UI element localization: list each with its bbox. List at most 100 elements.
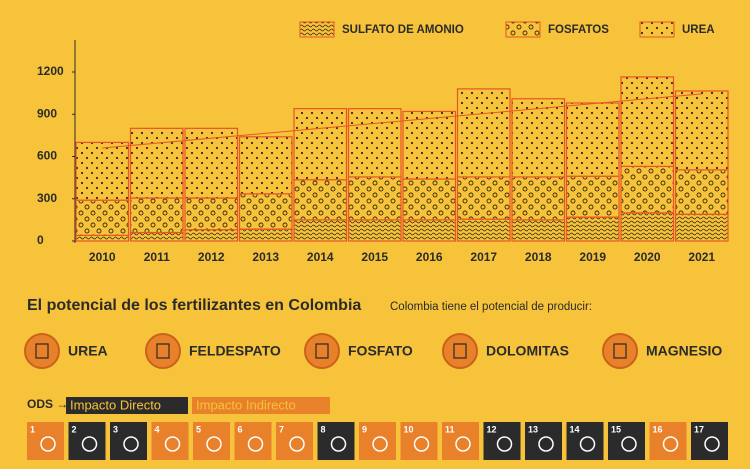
x-tick-label: 2010 bbox=[89, 250, 116, 264]
ods-goal bbox=[68, 422, 106, 460]
ods-number: 4 bbox=[155, 424, 160, 434]
ods-number: 3 bbox=[113, 424, 118, 434]
ods-glyph bbox=[123, 436, 139, 452]
bar-segment bbox=[184, 229, 239, 242]
ods-glyph bbox=[164, 436, 181, 452]
bar-segment bbox=[402, 110, 457, 180]
mineral-icon bbox=[24, 333, 60, 369]
x-tick-label: 2014 bbox=[307, 250, 334, 264]
x-tick-label: 2015 bbox=[361, 250, 388, 264]
legend-swatch bbox=[639, 21, 675, 38]
y-tick-label: 300 bbox=[37, 191, 57, 205]
ods-goal bbox=[193, 422, 230, 460]
bar-segment bbox=[184, 197, 239, 231]
ods-glyph bbox=[455, 436, 471, 452]
ods-goal bbox=[27, 422, 64, 460]
x-tick-label: 2020 bbox=[634, 250, 661, 264]
legend-label: SULFATO DE AMONIO bbox=[342, 24, 464, 36]
bar-segment bbox=[511, 176, 566, 221]
ods-glyph bbox=[579, 436, 596, 452]
bar-segment bbox=[620, 165, 675, 214]
ods-number: 9 bbox=[362, 424, 367, 434]
bar-segment bbox=[347, 219, 402, 242]
x-tick-label: 2021 bbox=[688, 250, 715, 264]
ods-goal bbox=[483, 422, 521, 460]
x-tick-label: 2018 bbox=[525, 250, 552, 264]
ods-glyph bbox=[81, 436, 98, 452]
section-title: El potencial de los fertilizantes en Col… bbox=[27, 297, 361, 314]
legend-label: UREA bbox=[682, 24, 715, 36]
mineral-glyph bbox=[453, 343, 467, 359]
bar-segment bbox=[75, 234, 130, 242]
bar-segment bbox=[456, 218, 511, 242]
ods-glyph bbox=[40, 436, 56, 452]
legend-swatch bbox=[505, 21, 541, 38]
bar-segment bbox=[511, 219, 566, 242]
ods-goal bbox=[276, 422, 313, 460]
mineral-label: UREA bbox=[68, 343, 108, 359]
bar-segment bbox=[75, 141, 130, 201]
mineral-label: FOSFATO bbox=[348, 343, 413, 359]
y-tick-label: 600 bbox=[37, 149, 57, 163]
direct-badge bbox=[66, 397, 188, 414]
bar-segment bbox=[620, 76, 675, 167]
ods-glyph bbox=[372, 436, 388, 452]
ods-goal bbox=[649, 422, 687, 460]
mineral-icon bbox=[145, 333, 181, 369]
bar-segment bbox=[347, 108, 402, 178]
mineral-glyph bbox=[156, 343, 170, 359]
mineral-glyph bbox=[613, 343, 627, 359]
bar-segment bbox=[511, 98, 566, 178]
ods-number: 5 bbox=[196, 424, 201, 434]
x-tick-label: 2019 bbox=[579, 250, 606, 264]
ods-number: 10 bbox=[404, 424, 414, 434]
bar-segment bbox=[129, 127, 184, 199]
bar-segment bbox=[238, 228, 293, 242]
bar-segment bbox=[293, 179, 348, 221]
ods-glyph bbox=[247, 436, 264, 452]
bar-segment bbox=[293, 219, 348, 242]
x-tick-label: 2017 bbox=[470, 250, 497, 264]
ods-number: 15 bbox=[611, 424, 621, 434]
ods-number: 13 bbox=[528, 424, 538, 434]
mineral-glyph bbox=[315, 343, 329, 359]
bar-segment bbox=[129, 231, 184, 242]
bar-segment bbox=[184, 127, 239, 199]
ods-number: 1 bbox=[30, 424, 35, 434]
bar-segment bbox=[674, 169, 729, 215]
ods-number: 7 bbox=[279, 424, 284, 434]
ods-number: 6 bbox=[238, 424, 243, 434]
y-tick-label: 1200 bbox=[37, 64, 64, 78]
ods-goal bbox=[525, 422, 562, 460]
ods-number: 14 bbox=[570, 424, 580, 434]
bar-segment bbox=[565, 175, 620, 218]
ods-number: 11 bbox=[445, 424, 455, 434]
mineral-icon bbox=[602, 333, 638, 369]
x-tick-label: 2016 bbox=[416, 250, 443, 264]
ods-glyph bbox=[704, 436, 720, 452]
ods-number: 16 bbox=[653, 424, 663, 434]
ods-goal bbox=[151, 422, 189, 460]
ods-goal bbox=[234, 422, 272, 460]
ods-number: 8 bbox=[321, 424, 326, 434]
direct-label: Impacto Directo bbox=[70, 397, 161, 412]
ods-glyph bbox=[496, 436, 513, 452]
indirect-badge bbox=[192, 397, 330, 414]
x-tick-label: 2011 bbox=[144, 250, 170, 264]
bar-segment bbox=[129, 197, 184, 234]
trend-line bbox=[102, 93, 702, 149]
bar-segment bbox=[620, 212, 675, 242]
legend-label: FOSFATOS bbox=[548, 24, 609, 36]
bar-segment bbox=[565, 102, 620, 177]
ods-number: 12 bbox=[487, 424, 497, 434]
bar-segment bbox=[293, 108, 348, 181]
ods-goal bbox=[400, 422, 438, 460]
ods-glyph bbox=[206, 436, 222, 452]
indirect-label: Impacto Indirecto bbox=[196, 397, 296, 412]
y-tick-label: 0 bbox=[37, 233, 44, 247]
bar-segment bbox=[674, 213, 729, 242]
ods-goal bbox=[317, 422, 355, 460]
ods-goal bbox=[691, 422, 728, 460]
bar-segment bbox=[75, 199, 130, 236]
